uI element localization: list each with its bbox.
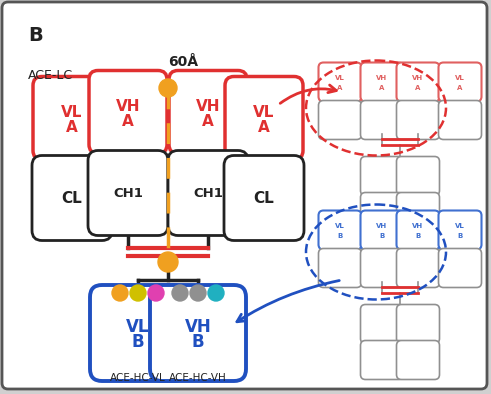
FancyBboxPatch shape (360, 340, 404, 379)
FancyBboxPatch shape (397, 210, 439, 249)
FancyBboxPatch shape (397, 63, 439, 102)
FancyBboxPatch shape (88, 151, 168, 236)
Text: A: A (337, 85, 343, 91)
FancyBboxPatch shape (397, 193, 439, 232)
FancyBboxPatch shape (33, 76, 111, 160)
Text: B: B (415, 233, 421, 239)
FancyBboxPatch shape (397, 249, 439, 288)
FancyBboxPatch shape (397, 305, 439, 344)
Circle shape (190, 285, 206, 301)
FancyBboxPatch shape (360, 100, 404, 139)
FancyBboxPatch shape (319, 210, 361, 249)
FancyBboxPatch shape (225, 76, 303, 160)
FancyBboxPatch shape (224, 156, 304, 240)
Text: CL: CL (254, 191, 274, 206)
FancyBboxPatch shape (168, 151, 248, 236)
FancyBboxPatch shape (169, 71, 247, 154)
Text: VL: VL (455, 75, 465, 81)
FancyBboxPatch shape (360, 249, 404, 288)
Text: A: A (66, 119, 78, 134)
FancyBboxPatch shape (32, 156, 112, 240)
Text: CH1: CH1 (113, 186, 143, 199)
FancyBboxPatch shape (438, 63, 482, 102)
Text: VL: VL (335, 75, 345, 81)
Circle shape (208, 285, 224, 301)
Text: ACE-HC-VL: ACE-HC-VL (110, 373, 166, 383)
Text: VH: VH (412, 223, 424, 229)
Text: ACE-LC: ACE-LC (28, 69, 73, 82)
Text: A: A (202, 113, 214, 128)
Text: VL: VL (335, 223, 345, 229)
Text: VL: VL (126, 318, 150, 336)
Text: B: B (28, 26, 43, 45)
FancyBboxPatch shape (397, 340, 439, 379)
Circle shape (172, 285, 188, 301)
Text: 60Å: 60Å (168, 55, 198, 69)
Text: VH: VH (377, 75, 387, 81)
FancyBboxPatch shape (438, 210, 482, 249)
Text: VL: VL (455, 223, 465, 229)
FancyBboxPatch shape (397, 100, 439, 139)
Text: CL: CL (62, 191, 82, 206)
FancyBboxPatch shape (89, 71, 167, 154)
Circle shape (159, 79, 177, 97)
Text: VL: VL (61, 104, 82, 119)
FancyBboxPatch shape (360, 210, 404, 249)
FancyBboxPatch shape (319, 63, 361, 102)
Text: VH: VH (116, 98, 140, 113)
Text: CH1: CH1 (193, 186, 223, 199)
FancyBboxPatch shape (360, 63, 404, 102)
FancyBboxPatch shape (90, 285, 186, 381)
FancyBboxPatch shape (397, 156, 439, 195)
Circle shape (158, 252, 178, 272)
FancyBboxPatch shape (150, 285, 246, 381)
Text: A: A (258, 119, 270, 134)
Text: A: A (415, 85, 421, 91)
Circle shape (112, 285, 128, 301)
Text: VH: VH (185, 318, 211, 336)
Text: B: B (132, 333, 144, 351)
Text: A: A (380, 85, 384, 91)
Text: B: B (458, 233, 463, 239)
FancyBboxPatch shape (319, 100, 361, 139)
Text: A: A (122, 113, 134, 128)
FancyBboxPatch shape (360, 156, 404, 195)
Text: VL: VL (253, 104, 274, 119)
Circle shape (130, 285, 146, 301)
Text: A: A (457, 85, 463, 91)
Circle shape (148, 285, 164, 301)
Text: B: B (337, 233, 343, 239)
FancyBboxPatch shape (438, 249, 482, 288)
FancyBboxPatch shape (319, 249, 361, 288)
Text: B: B (191, 333, 204, 351)
FancyBboxPatch shape (360, 193, 404, 232)
Text: B: B (380, 233, 384, 239)
FancyBboxPatch shape (438, 100, 482, 139)
FancyBboxPatch shape (360, 305, 404, 344)
Text: VH: VH (412, 75, 424, 81)
FancyBboxPatch shape (2, 2, 487, 389)
Text: VH: VH (377, 223, 387, 229)
Text: VH: VH (196, 98, 220, 113)
Text: ACE-HC-VH: ACE-HC-VH (169, 373, 227, 383)
